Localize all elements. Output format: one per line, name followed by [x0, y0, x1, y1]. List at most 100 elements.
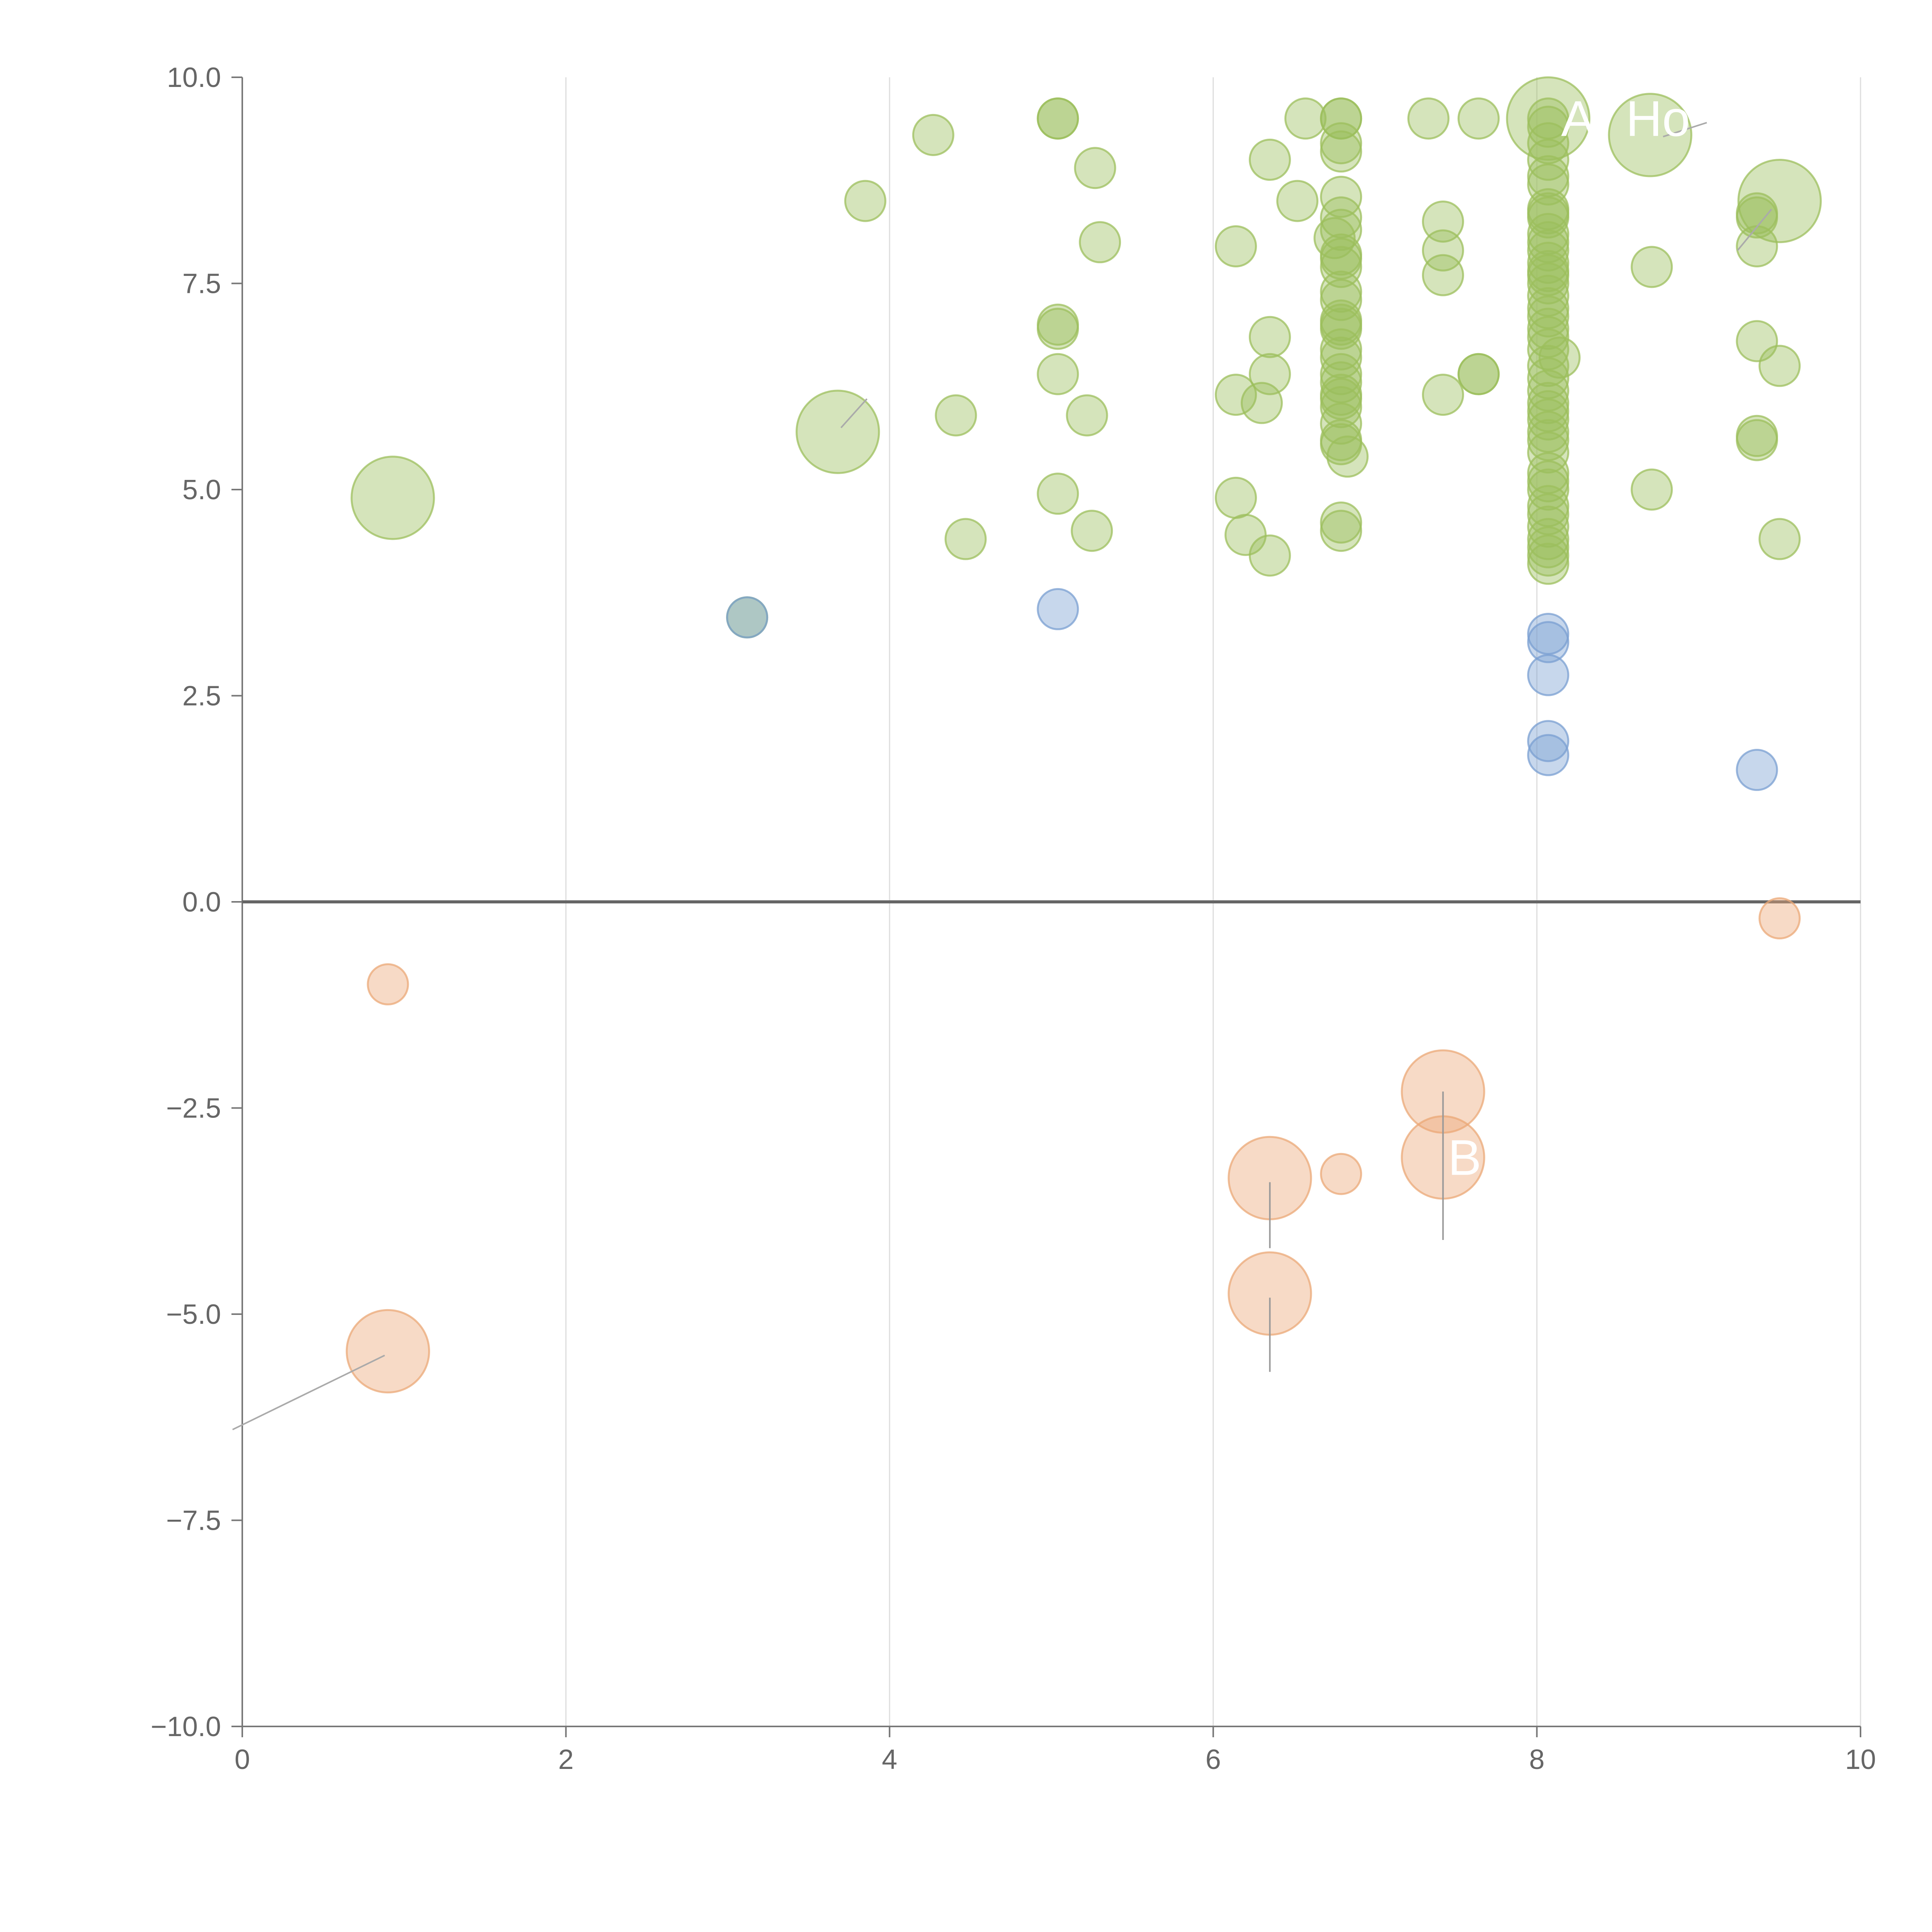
x-tick-label: 0	[235, 1744, 250, 1775]
green-data-point	[1071, 510, 1113, 552]
green-data-point	[1631, 468, 1673, 511]
green-data-point	[1736, 225, 1778, 267]
leader-lines	[232, 122, 1772, 1430]
blue-data-point	[1527, 720, 1570, 762]
error-bars	[1269, 1091, 1444, 1372]
green-data-point	[1422, 374, 1464, 416]
green-data-point	[1320, 97, 1362, 140]
green-data-point	[1248, 534, 1291, 577]
leader-line	[1737, 209, 1772, 251]
annotation-label: B	[1448, 1129, 1481, 1186]
green-data-point	[1527, 196, 1570, 239]
x-tick-label: 4	[882, 1744, 897, 1775]
green-data-point	[1458, 353, 1500, 395]
green-data-point	[1527, 493, 1570, 536]
blue-data-point	[1527, 621, 1570, 663]
leader-line	[1663, 122, 1707, 138]
green-data-point	[1608, 93, 1692, 177]
green-data-point	[1737, 158, 1822, 243]
green-data-point	[1320, 361, 1362, 404]
green-data-point	[1320, 246, 1362, 288]
blue-data-point	[1736, 749, 1778, 791]
green-data-point	[1326, 435, 1369, 478]
leader-line	[232, 1354, 385, 1430]
orange-data-point	[1320, 1153, 1362, 1195]
green-data-point	[1422, 200, 1464, 243]
green-data-point	[1527, 419, 1570, 461]
green-data-point	[1214, 225, 1257, 267]
green-data-point	[1527, 316, 1570, 358]
x-tick-label: 6	[1206, 1744, 1221, 1775]
x-tick-label: 8	[1529, 1744, 1544, 1775]
green-data-point	[844, 180, 886, 222]
green-data-point	[1527, 328, 1570, 371]
orange-data-point	[1759, 897, 1801, 940]
green-data-point	[1320, 130, 1362, 173]
green-data-point	[1527, 122, 1570, 165]
green-data-point	[1037, 308, 1079, 350]
green-data-point	[796, 389, 880, 474]
green-data-point	[1214, 374, 1257, 416]
blue-data-point	[1527, 654, 1570, 696]
green-data-point	[1037, 97, 1079, 140]
green-data-point	[1320, 337, 1362, 379]
tick-labels: 0 2 4 6 8 10 10.0 7.5 5.0 2.5 0.0 −2.5 −5.0 −7.5 −10.0	[151, 62, 1876, 1775]
green-data-point	[1240, 382, 1283, 424]
green-data-point	[1320, 510, 1362, 552]
green-data-point	[1527, 543, 1570, 585]
y-tick-label: 0.0	[182, 887, 221, 918]
green-data-point	[1407, 97, 1450, 140]
y-tick-label: 7.5	[182, 269, 221, 299]
y-tick-label: 5.0	[182, 474, 221, 505]
y-tick-label: 2.5	[182, 681, 221, 712]
y-tick-label: −7.5	[166, 1505, 221, 1536]
green-data-point	[1759, 345, 1801, 387]
green-data-point	[1320, 386, 1362, 429]
green-data-point	[350, 456, 435, 540]
green-data-point	[1320, 423, 1362, 466]
green-data-point	[1631, 246, 1673, 288]
green-data-point	[1538, 337, 1581, 379]
green-data-point	[1736, 419, 1778, 461]
green-data-point	[1527, 163, 1570, 206]
green-data-point	[1422, 254, 1464, 296]
green-data-point	[1527, 345, 1570, 387]
orange-data-point	[367, 963, 409, 1005]
green-data-point	[912, 114, 954, 156]
x-tick-label: 2	[558, 1744, 574, 1775]
orange-data-point	[345, 1309, 430, 1394]
green-data-point	[1759, 518, 1801, 560]
data-points	[345, 76, 1822, 1394]
blue-data-point	[726, 596, 769, 639]
green-data-point	[1037, 353, 1079, 395]
annotation-label: Ho	[1626, 90, 1690, 147]
green-data-point	[1214, 476, 1257, 519]
x-tick-label: 10	[1845, 1744, 1876, 1775]
annotation-label: A	[1561, 90, 1595, 147]
leader-line	[840, 398, 868, 429]
green-data-point	[1066, 394, 1108, 437]
green-data-point	[1074, 147, 1116, 189]
green-data-point	[1422, 229, 1464, 272]
green-data-point	[1527, 468, 1570, 511]
y-tick-label: −5.0	[166, 1299, 221, 1330]
green-data-point	[1527, 138, 1570, 181]
annotations: A Ho B	[1448, 90, 1690, 1186]
green-data-point	[1527, 262, 1570, 304]
y-tick-label: 10.0	[167, 62, 221, 93]
green-data-point	[1527, 105, 1570, 148]
green-data-point	[1248, 353, 1291, 395]
green-data-point	[1320, 209, 1362, 251]
y-tick-label: −2.5	[166, 1093, 221, 1124]
green-data-point	[1276, 180, 1319, 222]
green-data-point	[1079, 221, 1121, 264]
green-data-point	[1037, 473, 1079, 515]
green-data-point	[944, 518, 987, 560]
green-data-point	[935, 394, 977, 437]
y-tick-label: −10.0	[151, 1711, 221, 1742]
green-data-point	[1527, 357, 1570, 400]
green-data-point	[1284, 97, 1327, 140]
blue-data-point	[1037, 588, 1079, 630]
green-data-point	[1458, 97, 1500, 140]
